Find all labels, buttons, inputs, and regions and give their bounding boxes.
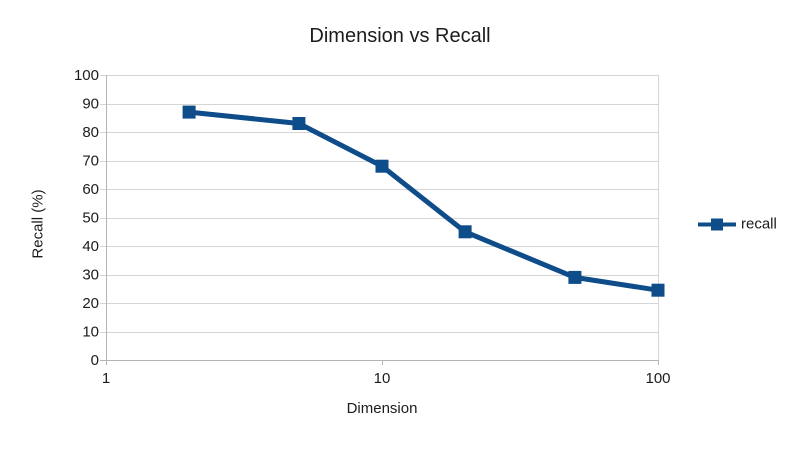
chart-title: Dimension vs Recall	[309, 25, 491, 47]
y-tick-label: 10	[82, 324, 99, 341]
legend-square-marker	[711, 218, 723, 230]
x-tick-label: 100	[645, 370, 670, 387]
data-point-marker	[458, 225, 472, 239]
y-tick-label: 100	[74, 67, 99, 84]
y-tick-label: 50	[82, 210, 99, 227]
y-tick-label: 70	[82, 153, 99, 170]
series-line	[188, 109, 659, 293]
x-tick-label: 10	[374, 370, 391, 387]
x-axis-title: Dimension	[346, 400, 418, 417]
data-point-marker	[292, 117, 306, 130]
y-tick-label: 0	[91, 352, 99, 369]
x-tick-label: 1	[102, 370, 110, 387]
data-point-marker	[651, 283, 665, 297]
legend: recall	[698, 216, 777, 233]
y-tick-label: 20	[82, 295, 99, 312]
y-tick-label: 30	[82, 267, 99, 284]
legend-line-marker	[698, 218, 736, 230]
legend-label: recall	[741, 215, 777, 233]
data-point-marker	[568, 270, 582, 284]
data-point-marker	[375, 159, 389, 173]
y-tick-label: 60	[82, 181, 99, 198]
y-tick-label: 80	[82, 124, 99, 141]
data-point-marker	[182, 105, 196, 119]
y-tick-label: 90	[82, 96, 99, 113]
y-tick-label: 40	[82, 238, 99, 255]
